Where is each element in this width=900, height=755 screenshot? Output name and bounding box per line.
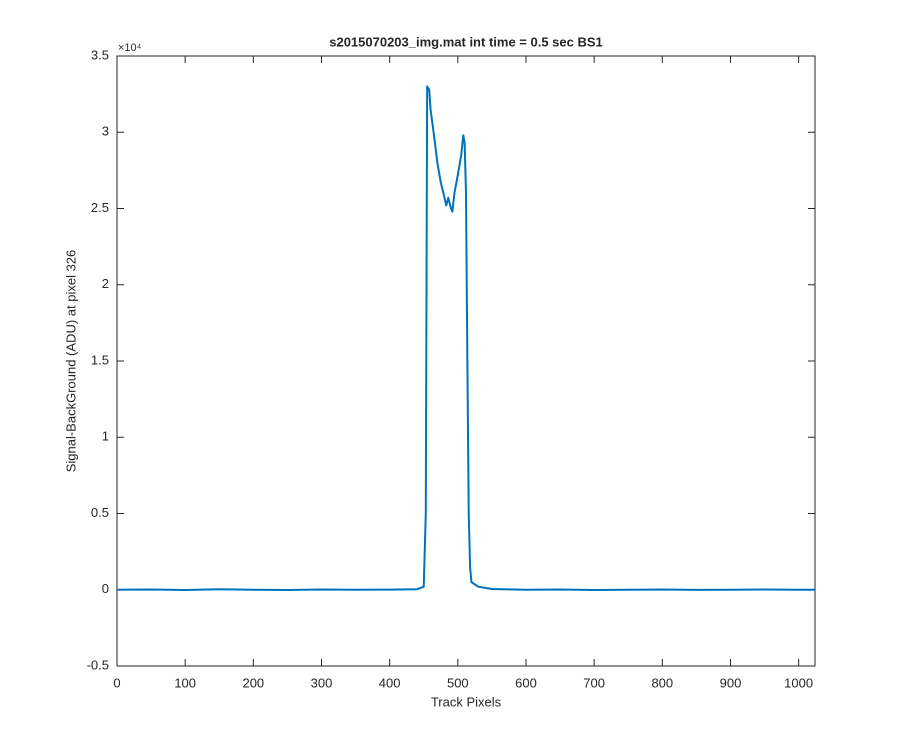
y-exponent-label: ×10⁴ [118,42,142,54]
y-tick-label: 2 [102,276,109,291]
x-tick-label: 1000 [784,675,813,690]
x-tick-label: 400 [379,675,401,690]
y-tick-label: 2.5 [91,200,109,215]
y-tick-label: 1 [102,429,109,444]
x-tick-label: 0 [113,675,120,690]
x-tick-label: 100 [174,675,196,690]
x-tick-label: 800 [651,675,673,690]
x-tick-label: 500 [447,675,469,690]
y-axis-label: Signal-BackGround (ADU) at pixel 326 [63,250,78,473]
chart-title: s2015070203_img.mat int time = 0.5 sec B… [329,34,603,49]
y-tick-label: 0 [102,581,109,596]
x-tick-label: 900 [720,675,742,690]
y-tick-label: 1.5 [91,352,109,367]
x-tick-label: 200 [242,675,264,690]
plot-box [116,55,816,667]
y-tick-label: 0.5 [91,505,109,520]
x-tick-label: 300 [311,675,333,690]
y-tick-label: -0.5 [87,657,109,672]
data-line [116,85,815,592]
x-tick-label: 700 [583,675,605,690]
y-tick-label: 3.5 [91,47,109,62]
x-axis-label: Track Pixels [431,694,502,709]
x-tick-label: 600 [515,675,537,690]
y-tick-label: 3 [102,124,109,139]
